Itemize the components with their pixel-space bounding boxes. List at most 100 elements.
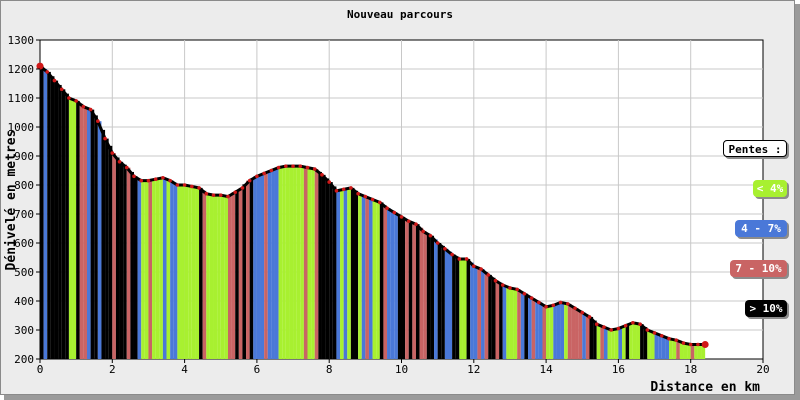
slope-bar: [340, 189, 344, 359]
slope-bar: [282, 166, 286, 359]
data-point: [631, 320, 635, 325]
slope-bar: [401, 216, 406, 359]
slope-bar: [314, 169, 319, 359]
slope-bar: [531, 298, 536, 359]
slope-bar: [184, 185, 189, 359]
slope-bar: [293, 166, 297, 359]
x-axis-label: Distance en km: [650, 380, 760, 395]
data-point: [674, 338, 679, 342]
data-point: [638, 322, 642, 327]
x-tick-label: 2: [109, 363, 116, 376]
x-tick-label: 6: [254, 363, 261, 376]
data-point: [117, 160, 122, 164]
data-point: [609, 328, 613, 332]
data-point: [421, 229, 425, 234]
slope-bar: [499, 282, 503, 359]
data-point: [341, 187, 346, 192]
slope-bar: [390, 210, 395, 359]
slope-bar: [47, 71, 51, 360]
slope-bar: [217, 195, 221, 359]
slope-bar: [528, 295, 532, 359]
data-point: [124, 165, 129, 170]
slope-bar: [437, 243, 442, 359]
data-point: [457, 257, 462, 261]
data-point: [551, 303, 556, 308]
slope-bar: [300, 166, 304, 359]
slope-bar: [133, 176, 138, 359]
slope-bar: [477, 267, 482, 359]
data-point: [558, 300, 563, 305]
slope-bar: [618, 327, 623, 359]
y-tick-label: 200: [14, 353, 34, 366]
data-point: [284, 164, 288, 168]
slope-bar: [166, 179, 171, 359]
slope-bar: [119, 161, 124, 359]
slope-bar: [238, 187, 243, 359]
slope-bar: [697, 344, 702, 359]
data-point: [139, 178, 144, 183]
y-tick-label: 600: [14, 237, 34, 250]
slope-bar: [65, 93, 69, 360]
slope-bar: [242, 184, 247, 359]
slope-bar: [303, 166, 308, 359]
slope-bar: [260, 173, 265, 359]
slope-bar: [520, 291, 525, 359]
data-point: [587, 315, 592, 319]
slope-bar: [220, 195, 225, 359]
data-point: [233, 190, 238, 195]
slope-bar: [86, 108, 91, 360]
slope-bar: [466, 258, 471, 359]
slope-bar: [538, 302, 543, 359]
slope-bar: [379, 202, 384, 359]
data-point: [696, 342, 700, 347]
data-point: [226, 194, 230, 199]
slope-bar: [336, 190, 341, 359]
data-point: [472, 264, 476, 269]
data-point: [486, 273, 491, 277]
data-point: [443, 247, 447, 251]
slope-bar: [43, 69, 48, 359]
slope-bar: [560, 302, 565, 359]
slope-bar: [343, 188, 348, 359]
slope-bar: [509, 287, 514, 359]
x-tick-label: 0: [37, 363, 44, 376]
data-point: [363, 194, 368, 199]
slope-bar: [358, 193, 362, 359]
slope-bar: [397, 214, 402, 359]
slope-bar: [264, 171, 268, 359]
slope-bar: [441, 245, 445, 359]
slope-bar: [679, 341, 684, 359]
slope-bar: [589, 316, 594, 359]
data-point: [544, 305, 548, 309]
legend-item-4-7: 4 - 7%: [735, 220, 787, 237]
data-point: [392, 210, 397, 215]
data-point: [327, 180, 332, 184]
slope-bar: [206, 193, 210, 359]
data-point: [298, 164, 303, 168]
slope-bar: [625, 324, 630, 359]
slope-bar: [108, 145, 113, 359]
data-point: [320, 173, 324, 177]
data-point: [399, 215, 404, 219]
x-tick-label: 4: [181, 363, 188, 376]
slope-bar: [614, 328, 619, 359]
data-point: [573, 306, 577, 311]
slope-bar: [448, 251, 453, 359]
slope-bar: [72, 99, 77, 359]
slope-bar: [274, 167, 279, 359]
slope-bar: [596, 324, 601, 359]
slope-bar: [68, 98, 73, 359]
slope-bar: [325, 178, 330, 359]
slope-bar: [546, 306, 550, 359]
y-tick-label: 400: [14, 295, 34, 308]
slope-bar: [213, 195, 218, 359]
slope-bar: [455, 256, 460, 359]
slope-bar: [687, 343, 691, 359]
y-tick-label: 1300: [8, 34, 35, 47]
slope-bar: [506, 286, 510, 359]
slope-bar: [289, 166, 294, 359]
slope-bar: [426, 233, 431, 359]
slope-bar: [332, 186, 337, 359]
slope-bar: [571, 306, 576, 359]
